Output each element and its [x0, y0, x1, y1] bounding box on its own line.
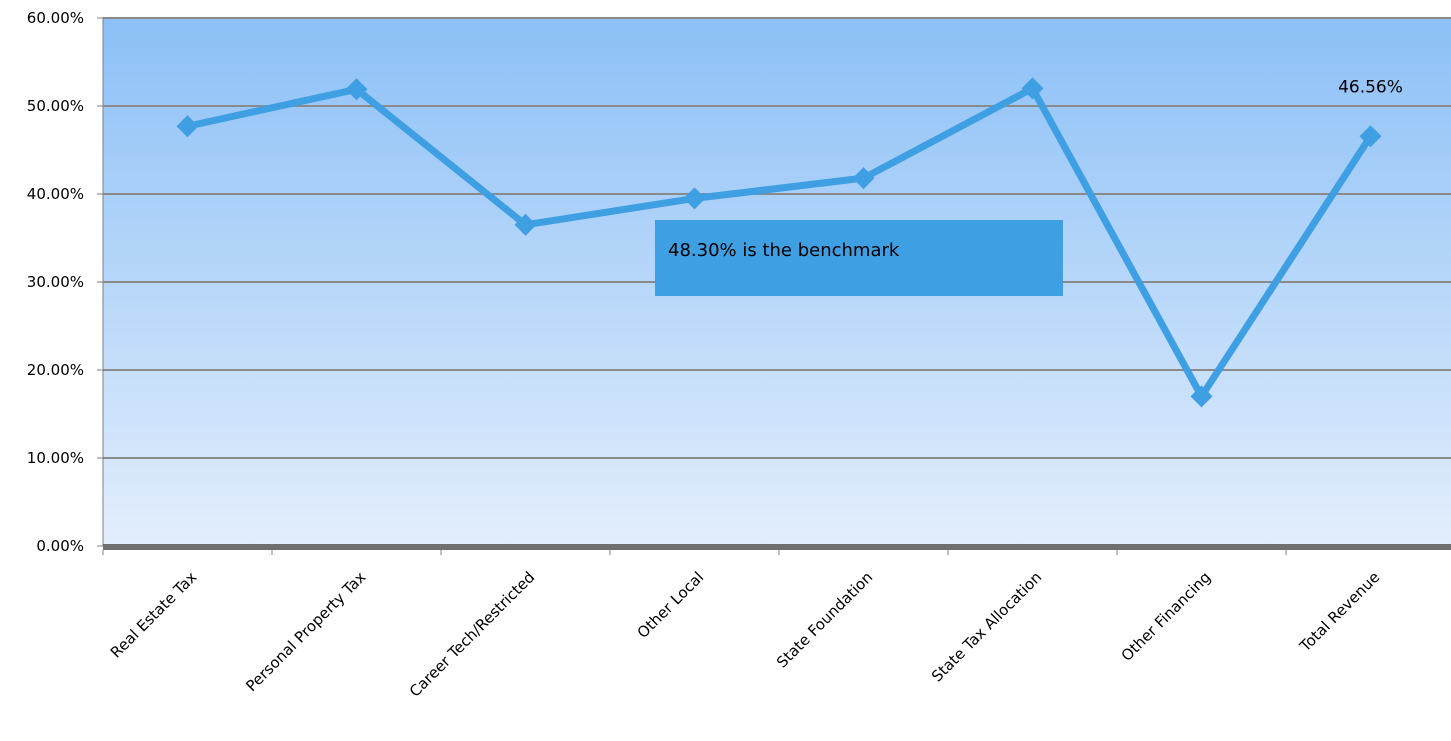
data-point-marker [1359, 125, 1382, 148]
y-tick-label: 20.00% [27, 361, 84, 379]
data-point-marker [852, 167, 875, 190]
y-tick-label: 50.00% [27, 97, 84, 115]
x-tick-label: Total Revenue [1296, 568, 1384, 656]
x-axis-floor [103, 544, 1451, 550]
data-labels: 46.56% [1338, 77, 1403, 97]
data-point-marker [345, 78, 368, 101]
x-tick-label: State Foundation [773, 568, 876, 671]
benchmark-callout-text: 48.30% is the benchmark [668, 240, 900, 261]
data-point-marker [176, 115, 199, 138]
x-tick-labels: Real Estate Tax Personal Property Tax Care… [107, 568, 1383, 701]
x-tick-label: Personal Property Tax [242, 568, 369, 695]
data-point-marker [683, 187, 706, 210]
data-point-marker [1190, 385, 1213, 408]
x-tick-label: State Tax Allocation [928, 568, 1045, 685]
x-tick-label: Other Financing [1118, 568, 1215, 665]
x-tick-label: Career Tech/Restricted [406, 568, 539, 701]
x-tick-label: Other Local [634, 568, 708, 642]
y-tick-label: 40.00% [27, 185, 84, 203]
data-point-marker [1021, 77, 1044, 100]
series-line-path [186, 84, 1374, 400]
axes [102, 18, 1451, 555]
y-tick-label: 30.00% [27, 273, 84, 291]
y-tick-label: 10.00% [27, 449, 84, 467]
series-line [186, 84, 1374, 400]
benchmark-callout: 48.30% is the benchmark [655, 220, 1063, 296]
data-label: 46.56% [1338, 77, 1403, 97]
series-markers [176, 77, 1382, 408]
x-tick-label: Real Estate Tax [107, 568, 200, 661]
data-point-marker [514, 213, 537, 236]
y-tick-label: 60.00% [27, 9, 84, 27]
y-tick-label: 0.00% [36, 537, 84, 555]
y-tick-labels: 0.00% 10.00% 20.00% 30.00% 40.00% 50.00% 60.00… [27, 9, 84, 555]
